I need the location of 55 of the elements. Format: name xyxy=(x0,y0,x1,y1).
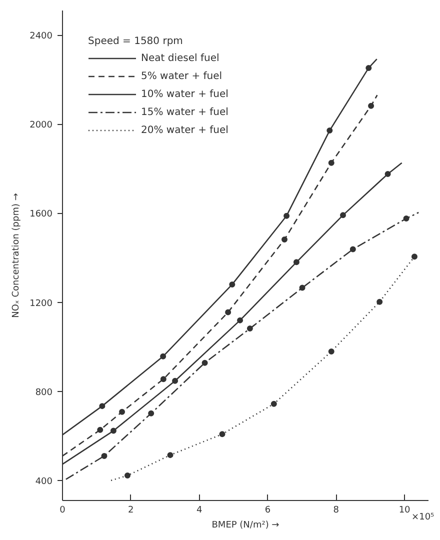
x-axis-title: BMEP (N/m²) → xyxy=(212,520,280,530)
point xyxy=(270,400,277,407)
text: ×10⁵ xyxy=(412,512,435,522)
point xyxy=(172,378,178,384)
point xyxy=(99,403,106,410)
point xyxy=(229,281,236,288)
legend-label: 10% water + fuel xyxy=(141,88,228,100)
point xyxy=(246,326,253,332)
point xyxy=(225,309,232,316)
point xyxy=(340,212,346,218)
line-series xyxy=(65,212,420,480)
legend-label: 15% water + fuel xyxy=(141,106,228,118)
point xyxy=(237,317,244,324)
x-tick-label: 0 xyxy=(60,506,66,516)
point xyxy=(376,298,383,305)
point xyxy=(167,452,174,458)
legend-label: 5% water + fuel xyxy=(141,70,222,82)
y-tick-label: 2000 xyxy=(30,120,53,131)
point xyxy=(110,428,116,434)
x-tick-label: 2 xyxy=(128,506,134,516)
x-tick-label: 8 xyxy=(333,506,340,516)
point xyxy=(281,236,288,242)
point xyxy=(384,170,391,177)
y-tick-label: 2400 xyxy=(30,32,53,42)
point xyxy=(284,212,290,219)
point xyxy=(119,408,126,415)
point xyxy=(202,360,208,366)
point xyxy=(366,64,372,71)
legend-title: Speed = 1580 rpm xyxy=(88,36,184,47)
y-tick-label: 800 xyxy=(35,388,53,398)
y-tick-label: 1600 xyxy=(30,210,53,220)
point xyxy=(326,128,333,134)
y-tick-label: 1200 xyxy=(30,298,53,309)
y-tick-label: 400 xyxy=(35,476,53,487)
point xyxy=(148,410,154,416)
point xyxy=(350,246,356,252)
legend-label: Neat diesel fuel xyxy=(141,52,220,64)
point xyxy=(219,431,226,438)
legend-label: 20% water + fuel xyxy=(141,124,228,136)
point xyxy=(97,426,104,433)
x-tick-label: 4 xyxy=(196,506,202,516)
point xyxy=(160,353,166,360)
point xyxy=(160,376,166,382)
x-tick-label: 6 xyxy=(264,506,271,516)
point xyxy=(101,452,108,459)
point xyxy=(293,259,300,266)
x-tick-label: 10 xyxy=(398,506,411,516)
point xyxy=(299,284,306,291)
point xyxy=(368,102,374,109)
y-axis-title: NOₓ Concentration (ppm) → xyxy=(12,192,22,318)
point xyxy=(328,348,334,354)
point xyxy=(124,472,130,479)
point xyxy=(328,160,334,166)
point xyxy=(411,254,418,260)
point xyxy=(403,216,410,222)
